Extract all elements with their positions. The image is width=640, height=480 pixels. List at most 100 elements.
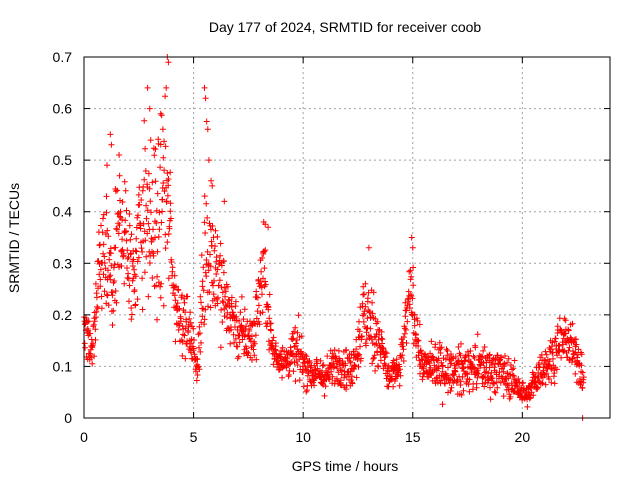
data-point	[294, 362, 301, 368]
data-point	[439, 363, 446, 370]
data-point	[109, 289, 116, 296]
data-point	[254, 294, 261, 301]
data-point	[489, 379, 496, 386]
data-point	[157, 164, 164, 171]
data-point	[367, 325, 374, 332]
data-point	[105, 233, 112, 240]
data-point	[112, 288, 119, 294]
data-point	[302, 352, 309, 358]
data-point	[262, 281, 269, 288]
data-point	[103, 193, 110, 200]
data-point	[410, 282, 417, 289]
data-point	[128, 316, 135, 323]
data-point	[363, 329, 370, 336]
data-point	[398, 354, 405, 361]
data-point	[148, 209, 154, 216]
data-point	[224, 283, 231, 290]
data-point	[324, 353, 331, 360]
data-point	[334, 365, 341, 372]
data-point	[331, 347, 338, 353]
data-point	[130, 256, 137, 263]
data-point	[342, 360, 349, 367]
data-point	[131, 287, 138, 293]
data-point	[117, 208, 124, 215]
data-point	[553, 366, 560, 373]
data-point	[343, 346, 350, 353]
data-point	[144, 207, 151, 214]
data-point	[153, 220, 160, 226]
data-point	[428, 353, 435, 360]
data-point	[165, 59, 172, 66]
data-point	[543, 351, 550, 358]
data-point	[109, 322, 116, 328]
data-point	[190, 325, 197, 332]
data-point	[411, 322, 418, 329]
data-point	[124, 265, 130, 271]
data-point	[198, 252, 205, 259]
data-point	[106, 273, 113, 280]
data-point	[275, 361, 282, 368]
data-point	[240, 316, 247, 323]
data-point	[280, 363, 287, 370]
data-point	[111, 261, 118, 268]
data-point	[407, 276, 414, 283]
data-point	[439, 362, 446, 369]
data-point	[253, 288, 260, 295]
data-point	[236, 339, 243, 346]
data-point	[198, 299, 204, 306]
data-point	[408, 234, 415, 241]
data-point	[133, 224, 140, 231]
data-point	[82, 344, 89, 351]
data-point	[199, 313, 206, 320]
data-point	[128, 231, 135, 238]
data-point	[165, 176, 172, 182]
data-point	[547, 346, 554, 353]
data-point	[123, 237, 130, 244]
data-point	[472, 344, 479, 351]
data-point	[100, 215, 106, 222]
data-point	[104, 162, 110, 169]
data-point	[536, 360, 543, 366]
data-point	[481, 369, 488, 376]
data-point	[439, 368, 446, 375]
data-point	[142, 145, 149, 152]
data-point	[295, 312, 302, 319]
data-point	[528, 381, 535, 387]
data-point	[329, 373, 336, 380]
data-point	[132, 301, 139, 308]
data-point	[89, 360, 96, 367]
data-point	[551, 370, 558, 377]
data-point	[145, 170, 152, 177]
data-point	[573, 336, 579, 343]
data-point	[319, 362, 326, 369]
data-point	[265, 338, 272, 345]
data-point	[548, 343, 555, 350]
data-point	[418, 350, 425, 357]
data-point	[539, 380, 546, 387]
data-point	[500, 368, 507, 375]
data-point	[127, 236, 134, 243]
data-point	[426, 360, 433, 367]
data-point	[123, 228, 129, 234]
data-point	[195, 363, 202, 370]
data-point	[146, 185, 153, 192]
data-point	[294, 337, 300, 343]
data-point	[153, 282, 160, 289]
data-point	[580, 374, 587, 381]
plot-frame	[83, 56, 611, 419]
data-point	[292, 324, 299, 331]
data-point	[543, 370, 550, 377]
data-point	[205, 267, 212, 274]
data-point	[145, 293, 152, 300]
data-point	[428, 338, 435, 345]
data-point	[453, 379, 460, 386]
data-point	[222, 288, 229, 295]
data-point	[530, 392, 537, 399]
data-point	[149, 179, 156, 186]
data-point	[366, 309, 373, 316]
data-point	[551, 380, 558, 387]
data-point	[97, 276, 104, 283]
data-point	[452, 368, 459, 375]
data-point	[198, 339, 204, 346]
